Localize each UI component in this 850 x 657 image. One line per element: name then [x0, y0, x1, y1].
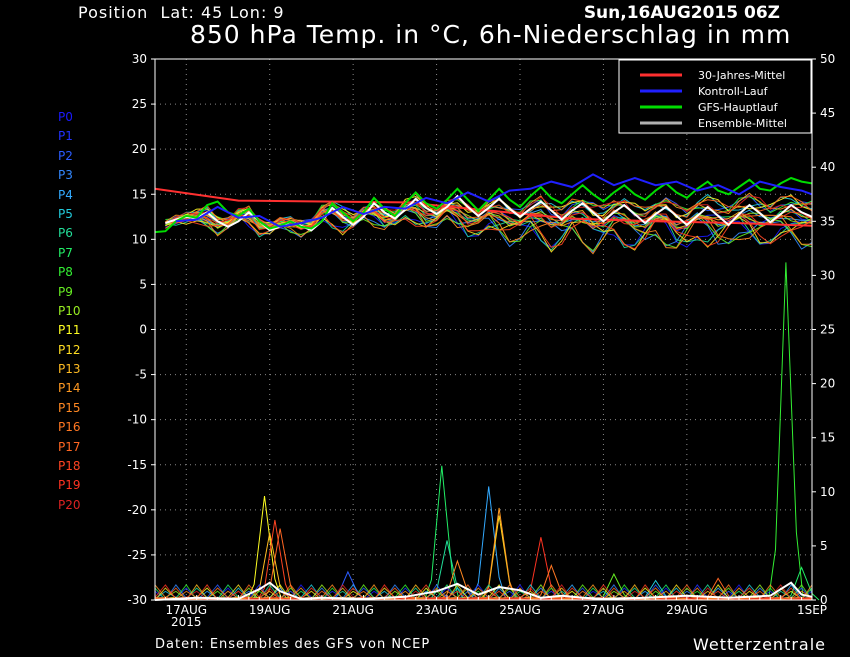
- legend-label: GFS-Hauptlauf: [698, 101, 779, 114]
- x-tick-label: 17AUG: [166, 603, 208, 617]
- legend-box: [618, 59, 812, 134]
- x-tick-label: 21AUG: [332, 603, 374, 617]
- member-label-p0: P0: [58, 110, 73, 124]
- precip-spike: [470, 486, 507, 601]
- series-line-0: [154, 187, 813, 227]
- y-right-tick-label: 15: [820, 431, 835, 445]
- y-left-tick-label: 25: [132, 97, 147, 111]
- member-label-p3: P3: [58, 168, 73, 183]
- y-right-tick-label: 5: [820, 539, 828, 553]
- legend-label: Kontroll-Lauf: [698, 85, 769, 98]
- y-left-tick-label: -15: [127, 458, 147, 472]
- brand-label: Wetterzentrale: [692, 635, 826, 654]
- legend-label: Ensemble-Mittel: [698, 117, 787, 130]
- member-label-p15: P15: [58, 400, 81, 415]
- chart-title: 850 hPa Temp. in °C, 6h-Niederschlag in …: [190, 20, 792, 49]
- axes-layer: 302520151050-5-10-15-20-25-3050454035302…: [127, 52, 835, 629]
- y-left-tick-label: -20: [127, 503, 147, 517]
- member-label-p14: P14: [58, 381, 81, 396]
- series-line-3: [175, 173, 813, 228]
- legend-label: 30-Jahres-Mittel: [698, 69, 785, 82]
- member-label-p12: P12: [58, 342, 81, 357]
- plot-frame: [154, 58, 813, 601]
- member-label-p18: P18: [58, 459, 81, 474]
- member-label-p20: P20: [58, 497, 81, 512]
- member-label-p11: P11: [58, 323, 81, 338]
- y-left-tick-label: -30: [127, 593, 147, 607]
- y-left-tick-label: -5: [135, 368, 147, 382]
- member-label-p10: P10: [58, 303, 81, 318]
- member-label-p19: P19: [58, 478, 81, 493]
- member-temp-line-p16: [165, 203, 813, 230]
- y-right-tick-label: 35: [820, 214, 835, 228]
- member-label-p17: P17: [58, 439, 81, 454]
- member-label-p16: P16: [58, 420, 81, 435]
- member-precip-line-p13: [154, 584, 813, 601]
- member-label-p2: P2: [58, 148, 73, 163]
- member-label-p4: P4: [58, 187, 73, 202]
- precipitation-layer: [154, 262, 820, 601]
- series-line-4: [154, 581, 813, 601]
- y-right-tick-label: 0: [820, 593, 828, 607]
- y-right-tick-label: 10: [820, 485, 835, 499]
- series-layer: [154, 173, 813, 601]
- y-right-tick-label: 20: [820, 377, 835, 391]
- series-line-2: [154, 176, 813, 234]
- y-left-tick-label: 5: [139, 277, 147, 291]
- y-left-tick-label: 0: [139, 323, 147, 337]
- legend: 30-Jahres-Mittel Kontroll-Lauf GFS-Hauptla…: [618, 59, 812, 134]
- data-source-note: Daten: Ensembles des GFS von NCEP: [155, 637, 431, 652]
- precip-spike: [246, 496, 283, 601]
- x-year-label: 2015: [171, 615, 202, 629]
- precip-spike: [429, 540, 465, 601]
- ensemble-member-list: P0 P1 P2 P3 P4 P5 P6 P7 P8 P9 P10 P11 P12 P13 P14 P15 P1…: [58, 108, 81, 515]
- precip-spike: [768, 262, 804, 601]
- x-tick-label: 1SEP: [797, 603, 827, 617]
- x-tick-label: 27AUG: [583, 603, 625, 617]
- y-right-tick-label: 25: [820, 323, 835, 337]
- y-right-tick-label: 30: [820, 268, 835, 282]
- series-line-1: [165, 194, 813, 232]
- run-datetime: Sun,16AUG2015 06Z: [583, 3, 780, 23]
- y-right-tick-label: 50: [820, 52, 835, 66]
- y-right-tick-label: 45: [820, 106, 835, 120]
- member-precip-line-p19: [154, 584, 813, 601]
- member-label-p9: P9: [58, 284, 73, 299]
- member-label-p7: P7: [58, 245, 73, 260]
- member-label-p6: P6: [58, 226, 73, 241]
- precip-spike: [423, 465, 460, 601]
- grid-layer: [155, 59, 813, 600]
- member-label-p5: P5: [58, 206, 73, 221]
- member-label-p8: P8: [58, 265, 73, 280]
- x-tick-label: 19AUG: [249, 603, 291, 617]
- y-left-tick-label: 15: [132, 187, 147, 201]
- y-left-tick-label: 30: [132, 52, 147, 66]
- member-label-p13: P13: [58, 362, 81, 377]
- y-left-tick-label: -25: [127, 548, 147, 562]
- member-label-p1: P1: [58, 129, 73, 144]
- y-left-tick-label: 20: [132, 142, 147, 156]
- x-tick-label: 25AUG: [499, 603, 541, 617]
- x-tick-label: 23AUG: [416, 603, 458, 617]
- y-right-tick-label: 40: [820, 160, 835, 174]
- x-tick-label: 29AUG: [666, 603, 708, 617]
- position-label: Position Lat: 45 Lon: 9: [78, 3, 285, 22]
- y-left-tick-label: -10: [127, 413, 147, 427]
- y-left-tick-label: 10: [132, 232, 147, 246]
